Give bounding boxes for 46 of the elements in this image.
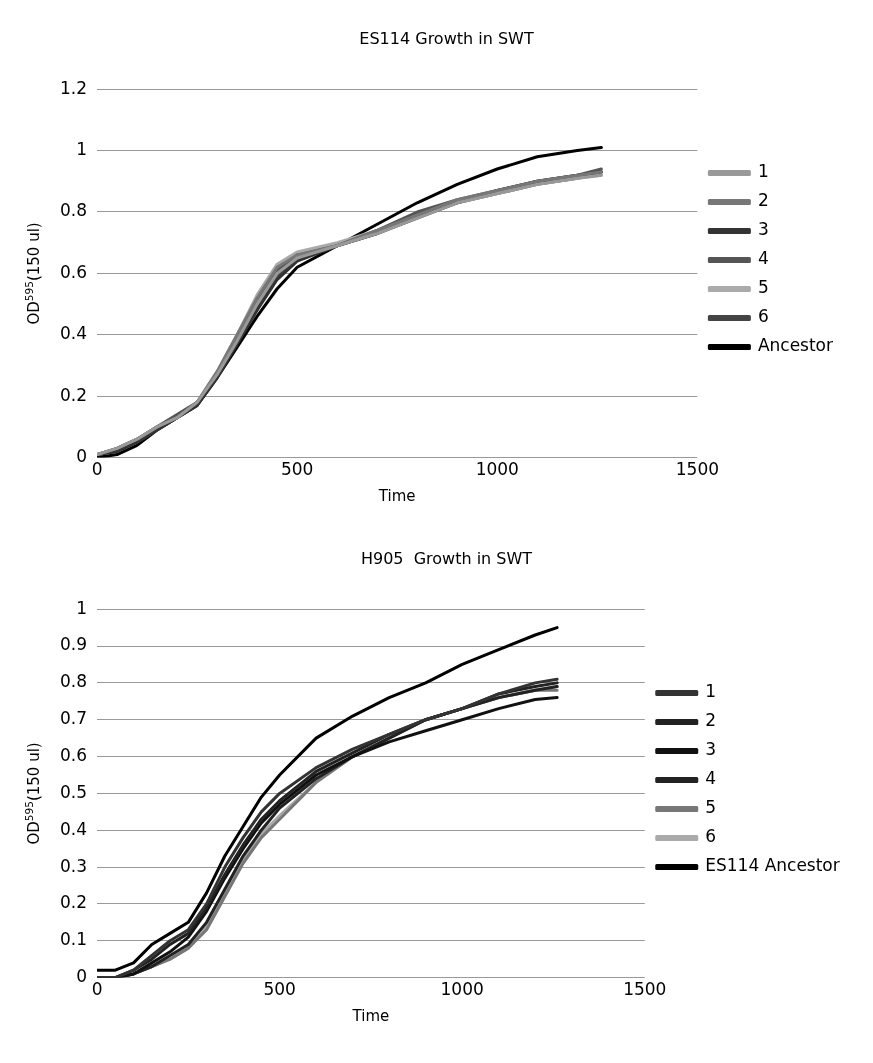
y-tick-label: 0.8 xyxy=(59,200,88,221)
x-tick-label: 1000 xyxy=(475,459,519,480)
x-axis-title: Time xyxy=(377,486,416,505)
chart-title: ES114 Growth in SWT xyxy=(359,28,534,48)
y-tick-label: 1 xyxy=(76,597,88,618)
y-tick-label: 1 xyxy=(76,139,88,160)
y-tick-label: 0.2 xyxy=(59,384,88,405)
x-tick-label: 0 xyxy=(91,979,103,1000)
legend-label: Ancestor xyxy=(757,335,834,356)
y-tick-label: 0.5 xyxy=(59,781,88,802)
y-tick-label: 0.3 xyxy=(59,855,88,876)
legend-label: 2 xyxy=(757,190,769,211)
x-tick-label: 0 xyxy=(91,459,103,480)
x-tick-label: 1500 xyxy=(623,979,667,1000)
y-tick-label: 0.8 xyxy=(59,671,88,692)
y-tick-label: 0.2 xyxy=(59,892,88,913)
x-axis-title: Time xyxy=(351,1006,390,1025)
legend-label: 5 xyxy=(757,277,769,298)
y-tick-label: 0 xyxy=(76,966,88,987)
y-tick-label: 0.4 xyxy=(59,818,88,839)
legend-label: 3 xyxy=(757,219,769,240)
legend-label: 1 xyxy=(757,161,769,182)
y-tick-label: 0 xyxy=(76,446,88,467)
x-tick-label: 500 xyxy=(263,979,296,1000)
y-axis-title: OD595(150 ul) xyxy=(22,742,43,845)
chart-title: H905 Growth in SWT xyxy=(360,548,533,568)
x-tick-label: 1000 xyxy=(440,979,484,1000)
y-tick-label: 0.7 xyxy=(59,708,88,729)
legend-label: 2 xyxy=(705,710,717,731)
y-tick-label: 0.6 xyxy=(59,261,88,282)
y-axis-title: OD595(150 ul) xyxy=(22,222,43,325)
legend-label: 4 xyxy=(705,768,717,789)
x-tick-label: 500 xyxy=(280,459,314,480)
legend-label: 6 xyxy=(705,826,717,847)
y-tick-label: 0.6 xyxy=(59,744,88,765)
y-tick-label: 0.4 xyxy=(59,323,88,344)
y-tick-label: 0.1 xyxy=(59,929,88,950)
y-tick-label: 0.9 xyxy=(59,634,88,655)
x-tick-label: 1500 xyxy=(675,459,720,480)
legend-label: 5 xyxy=(705,797,717,818)
legend-label: 3 xyxy=(705,739,717,760)
legend-label: 6 xyxy=(757,306,769,327)
legend-label: 1 xyxy=(705,681,717,702)
y-tick-label: 1.2 xyxy=(59,77,88,98)
legend-label: ES114 Ancestor xyxy=(705,855,840,876)
legend-label: 4 xyxy=(757,248,769,269)
